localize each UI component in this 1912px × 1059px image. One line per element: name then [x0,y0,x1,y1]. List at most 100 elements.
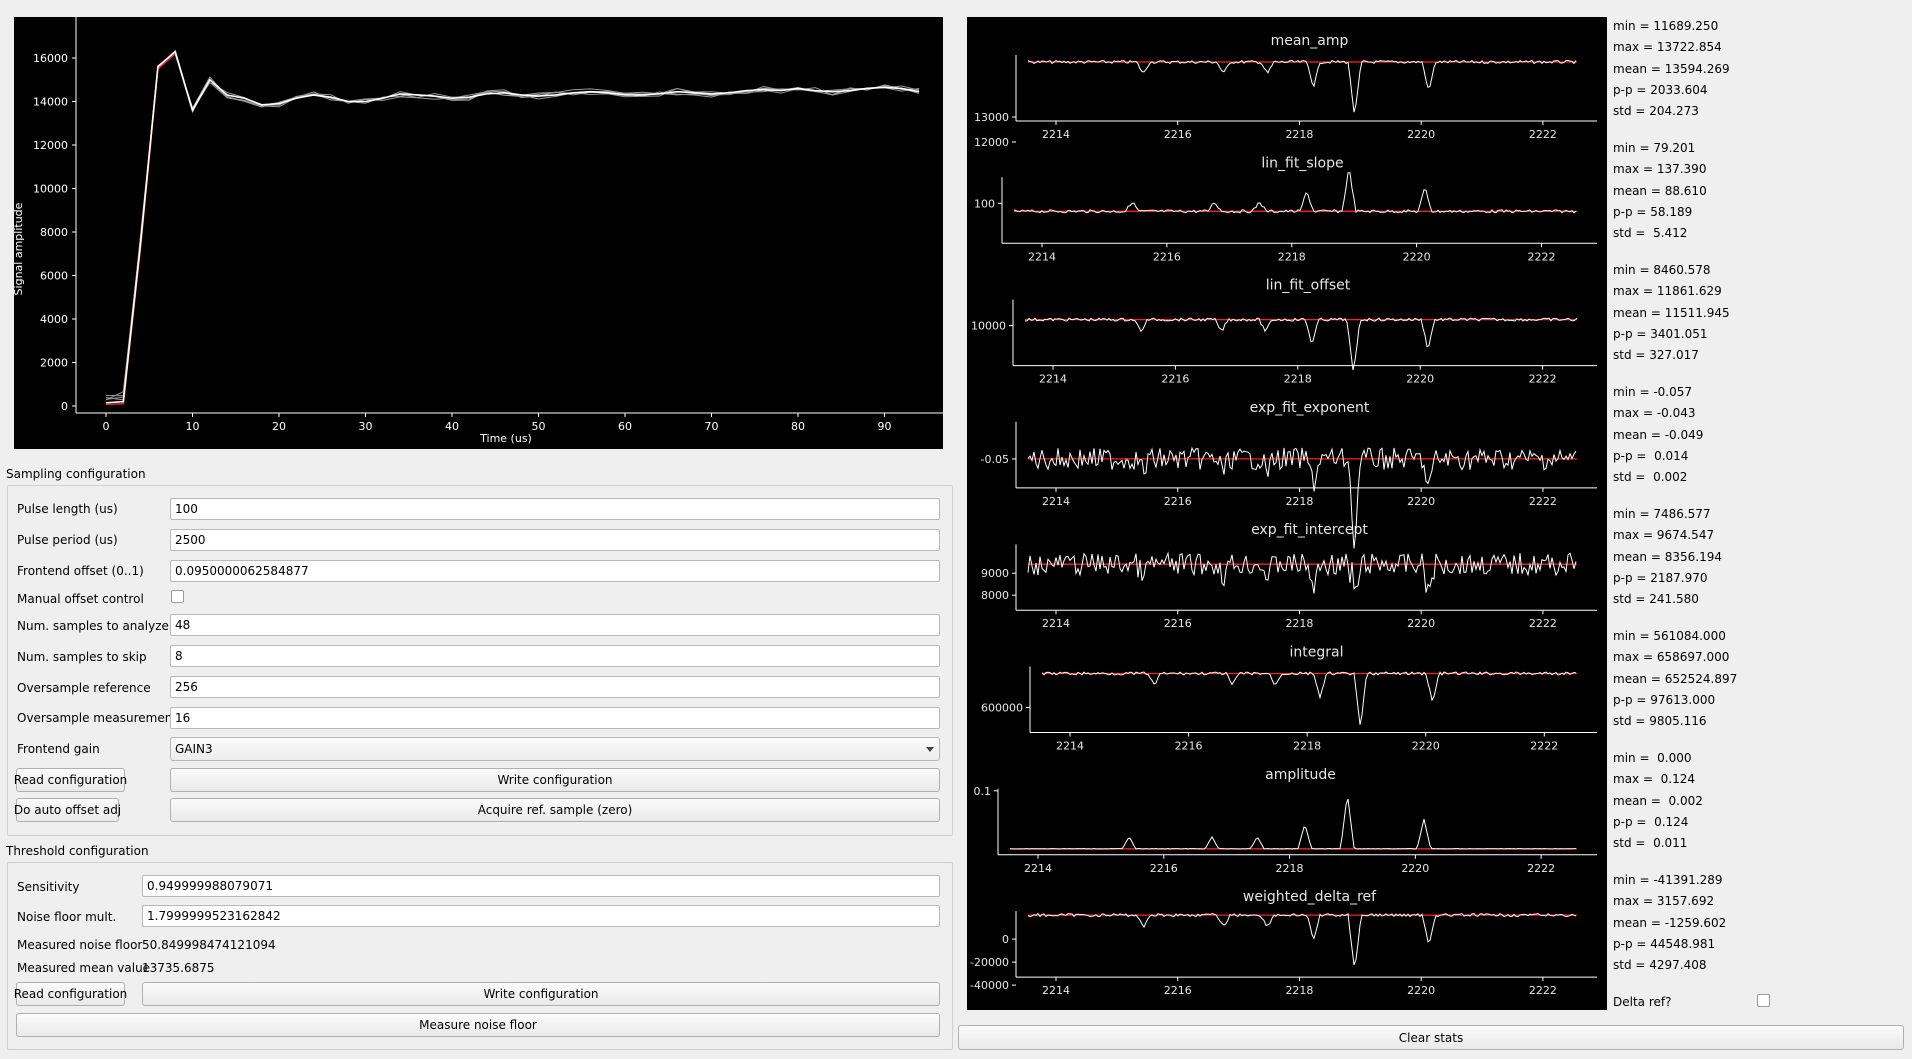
stats-plot-mean-amp: mean_amp 12000 13000 2214 2216 2218 2220 2222 [974,33,1597,149]
stat-integral-min: min = 561084.000 [1613,629,1726,643]
stats-plot-title: weighted_delta_ref [1243,889,1377,905]
signal-trace-gray [105,53,920,397]
sampling-write-config-button[interactable]: Write configuration [170,768,940,792]
stat-weighted-delta-ref-max: max = 3157.692 [1613,894,1715,909]
delta-ref-checkbox[interactable] [1757,994,1770,1007]
stats-plot-trace [1027,912,1577,966]
stat-lin-fit-slope-mean: mean = 88.610 [1613,183,1707,198]
stats-plot-y-tick-label: -0.05 [981,453,1009,466]
reference-trace [105,53,176,406]
stats-plots-panel[interactable]: mean_amp 12000 13000 2214 2216 2218 2220 2222 li… [967,17,1607,1010]
stats-plot-y-tick-label: 0.1 [974,785,992,798]
chevron-down-icon [926,747,934,752]
stat-exp-fit-intercept-max: max = 9674.547 [1613,528,1715,543]
frontend-gain-select[interactable]: GAIN3 [170,737,940,761]
stat-lin-fit-offset-mean: mean = 11511.945 [1613,305,1730,320]
stats-plot-x-tick-label: 2218 [1284,373,1312,386]
stats-plot-title: exp_fit_exponent [1250,400,1370,416]
signal-plot[interactable]: Signal amplitude Time (us) 0 2000 4000 6000… [12,17,943,449]
pulse-length-input[interactable]: 100 [170,498,940,520]
stats-plot-y-tick-label: 9000 [981,567,1009,580]
plot-y-tick-label: 10000 [33,183,68,196]
plot-y-tick-label: 14000 [33,96,68,109]
plot-y-tick-label: 6000 [40,270,68,283]
stat-mean-amp-mean: mean = 13594.269 [1613,61,1730,76]
stat-mean-amp-std: std = 204.273 [1613,104,1699,119]
stats-plot-y-tick-label: 13000 [974,111,1009,124]
stat-exp-fit-intercept-pp: p-p = 2187.970 [1613,570,1708,585]
plot-y-tick-label: 16000 [33,52,68,65]
threshold-read-config-button[interactable]: Read configuration [14,982,127,1006]
stats-plot-x-tick-label: 2216 [1164,617,1192,630]
manual-offset-checkbox[interactable] [171,590,184,603]
measure-noise-floor-button[interactable]: Measure noise floor [16,1013,940,1037]
num-samples-skip-input[interactable]: 8 [170,645,940,667]
stats-plot-x-tick-label: 2214 [1028,250,1056,263]
clear-stats-button[interactable]: Clear stats [958,1025,1904,1050]
stats-plot-exp-fit-exponent: exp_fit_exponent -0.05 2214 2216 2218 2220 222… [981,400,1597,549]
signal-trace [105,50,920,404]
stats-plot-x-tick-label: 2220 [1406,373,1434,386]
plot-x-tick-label: 20 [272,420,286,433]
stats-plot-trace [1027,551,1577,594]
stats-plot-x-tick-label: 2218 [1278,250,1306,263]
stats-plot-x-tick-label: 2216 [1164,984,1192,997]
stat-weighted-delta-ref-std: std = 4297.408 [1613,958,1707,973]
plot-y-tick-label: 0 [61,400,68,413]
num-samples-analyze-input[interactable]: 48 [170,614,940,636]
stats-plot-x-tick-label: 2218 [1276,862,1304,875]
plot-y-tick-label: 8000 [40,226,68,239]
stats-plot-x-tick-label: 2218 [1285,617,1313,630]
stat-weighted-delta-ref-pp: p-p = 44548.981 [1613,936,1716,951]
stats-plot-title: integral [1290,645,1344,661]
plot-x-tick-label: 10 [186,420,200,433]
frontend-offset-input[interactable]: 0.0950000062584877 [170,560,940,582]
stat-weighted-delta-ref-min: min = -41391.289 [1613,873,1723,887]
pulse-period-label: Pulse period (us) [17,533,118,547]
stats-plot-x-tick-label: 2222 [1529,128,1557,141]
stats-plot-x-tick-label: 2222 [1529,984,1557,997]
stats-plot-x-tick-label: 2220 [1407,128,1435,141]
stat-integral-pp: p-p = 97613.000 [1613,692,1716,707]
stats-plot-y-tick-label: 600000 [981,702,1023,715]
stat-lin-fit-offset-std: std = 327.017 [1613,348,1699,363]
signal-plot-canvas: Signal amplitude Time (us) 0 2000 4000 6000… [12,17,943,445]
sampling-read-config-button[interactable]: Read configuration [14,768,127,792]
stat-amplitude-min: min = 0.000 [1613,751,1692,765]
stat-integral-max: max = 658697.000 [1613,650,1730,665]
plot-xlabel: Time (us) [479,432,532,445]
stats-plot-x-tick-label: 2218 [1285,128,1313,141]
acquire-ref-button[interactable]: Acquire ref. sample (zero) [170,798,940,822]
pulse-length-label: Pulse length (us) [17,502,118,516]
stats-plot-x-tick-label: 2220 [1407,984,1435,997]
stats-plot-lin-fit-offset: lin_fit_offset 10000 2214 2216 2218 2220 2222 [971,278,1597,386]
stat-exp-fit-exponent-max: max = -0.043 [1613,406,1696,421]
stats-plot-title: lin_fit_offset [1266,278,1351,294]
stat-integral-mean: mean = 652524.897 [1613,671,1738,686]
stats-plot-x-tick-label: 2216 [1164,128,1192,141]
stats-plot-y-tick-label: -40000 [970,979,1009,992]
plot-x-tick-label: 90 [878,420,892,433]
stats-plot-x-tick-label: 2222 [1529,373,1557,386]
frontend-gain-value: GAIN3 [175,742,213,756]
oversample-measurements-input[interactable]: 16 [170,707,940,729]
stats-plot-x-tick-label: 2214 [1042,495,1070,508]
num-samples-skip-label: Num. samples to skip [17,650,147,664]
auto-offset-button[interactable]: Do auto offset adj [14,798,121,822]
noise-floor-mult-input[interactable]: 1.7999999523162842 [142,905,940,927]
measured-noise-floor-value: 50.849998474121094 [142,938,276,952]
sampling-group-title: Sampling configuration [6,467,146,481]
pulse-period-input[interactable]: 2500 [170,529,940,551]
plot-ylabel: Signal amplitude [14,202,25,295]
stats-plot-lin-fit-slope: lin_fit_slope 100 2214 2216 2218 2220 2222 [974,155,1597,263]
stats-plot-x-tick-label: 2214 [1024,862,1052,875]
sensitivity-input[interactable]: 0.949999988079071 [142,875,940,897]
threshold-write-config-button[interactable]: Write configuration [142,982,940,1006]
oversample-reference-input[interactable]: 256 [170,676,940,698]
oversample-measurements-label: Oversample measurements [17,711,184,725]
stats-plot-trace [1027,59,1577,113]
stats-plot-title: mean_amp [1271,33,1349,49]
plot-x-tick-label: 80 [791,420,805,433]
stats-plot-x-tick-label: 2216 [1161,373,1189,386]
